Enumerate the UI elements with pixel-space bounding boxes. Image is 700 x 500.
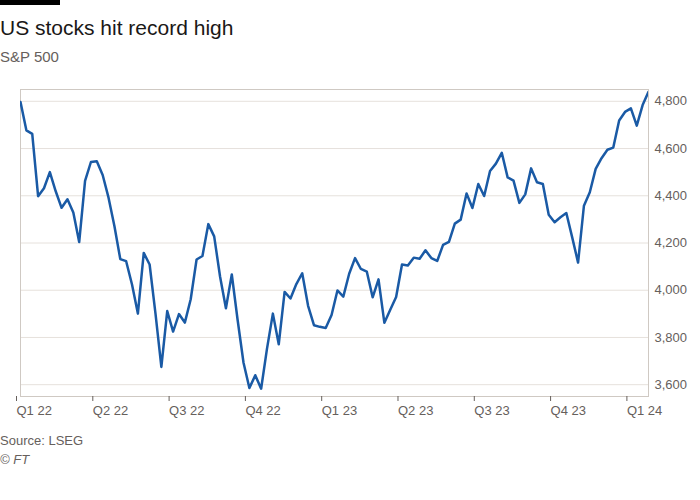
svg-text:Q4 22: Q4 22 (245, 403, 280, 418)
svg-text:3,800: 3,800 (655, 330, 688, 345)
svg-text:4,400: 4,400 (655, 188, 688, 203)
svg-text:Q1 23: Q1 23 (322, 403, 357, 418)
svg-text:Q1 24: Q1 24 (627, 403, 662, 418)
svg-text:4,000: 4,000 (655, 282, 688, 297)
svg-text:Q4 23: Q4 23 (551, 403, 586, 418)
svg-text:Q2 23: Q2 23 (398, 403, 433, 418)
svg-text:4,600: 4,600 (655, 141, 688, 156)
svg-text:Q1 22: Q1 22 (17, 403, 52, 418)
svg-text:4,800: 4,800 (655, 93, 688, 108)
svg-text:Q3 23: Q3 23 (474, 403, 509, 418)
html-text:© FT: © FT (0, 452, 30, 467)
svg-text:4,200: 4,200 (655, 235, 688, 250)
svg-text:Q2 22: Q2 22 (93, 403, 128, 418)
svg-text:Q3 22: Q3 22 (169, 403, 204, 418)
svg-text:3,600: 3,600 (655, 377, 688, 392)
html-text:S&P 500: S&P 500 (0, 48, 59, 65)
html-text:US stocks hit record high: US stocks hit record high (0, 16, 234, 39)
html-text:Source: LSEG: Source: LSEG (0, 433, 84, 448)
